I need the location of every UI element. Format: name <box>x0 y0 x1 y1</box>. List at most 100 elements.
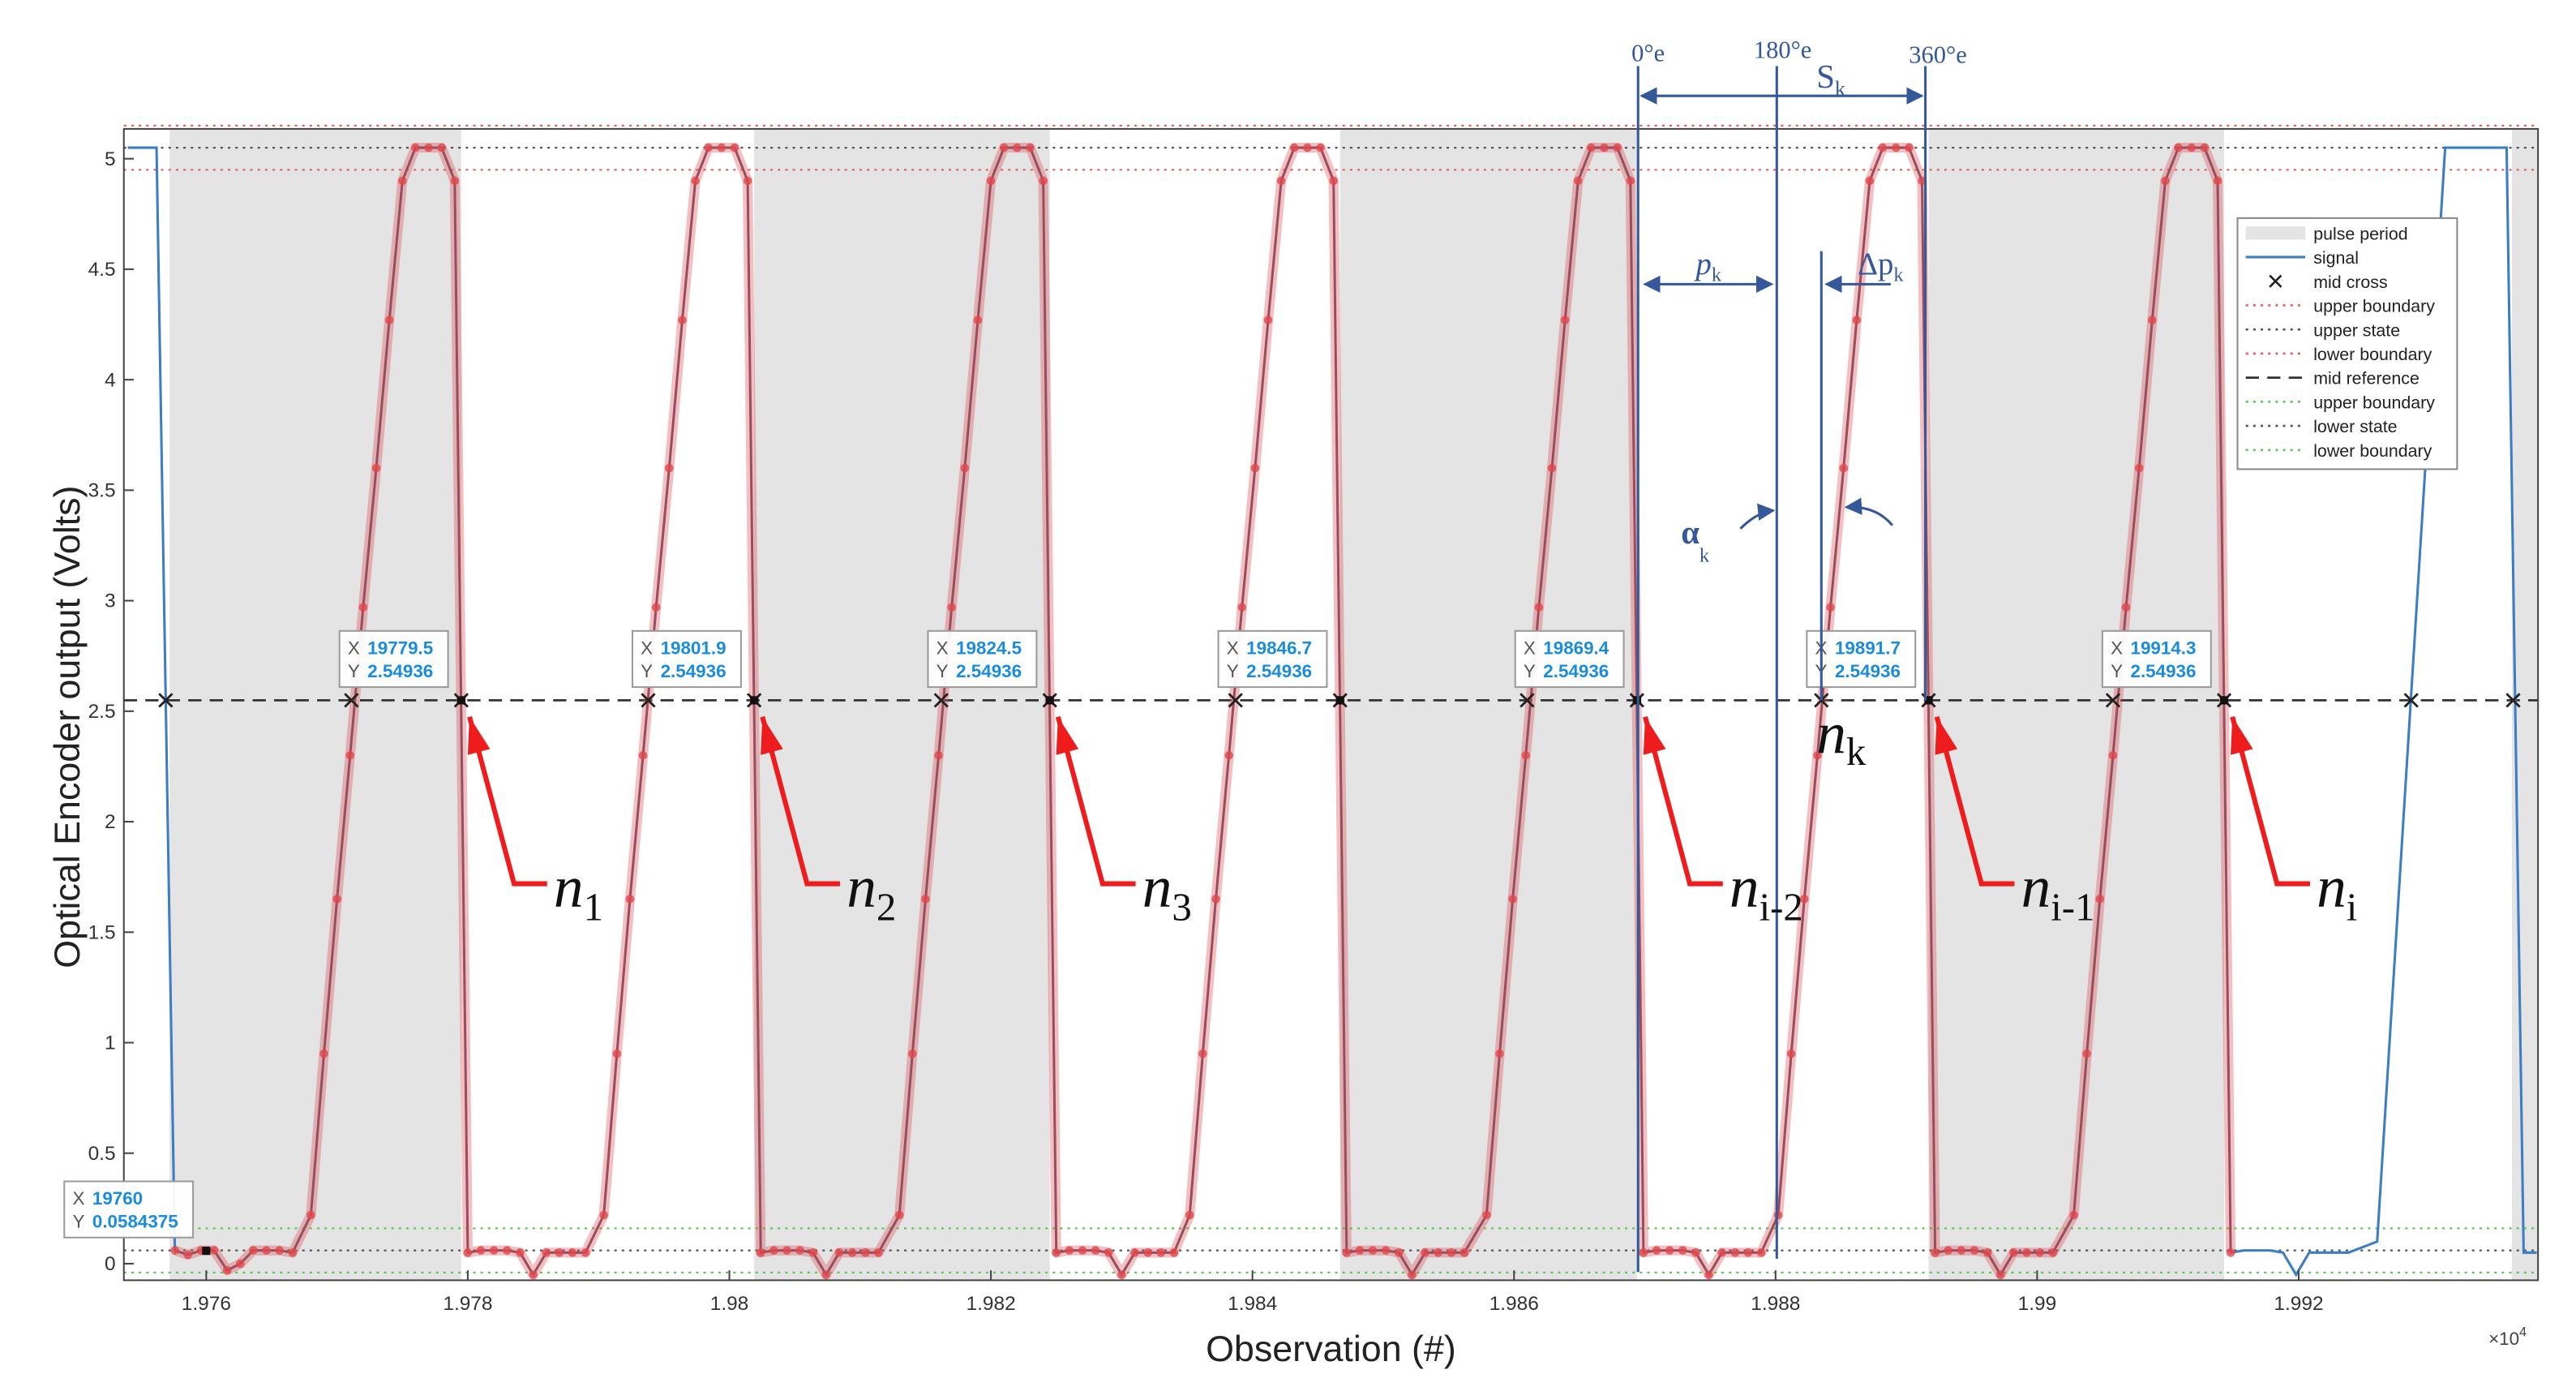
datatip-x-key: X <box>1524 638 1536 658</box>
crossing-label-base: n <box>2021 854 2051 920</box>
sample-point <box>1316 143 1325 152</box>
sample-point <box>2226 1248 2235 1257</box>
crossing-arrow <box>1934 715 2015 887</box>
crossing-label-base: n <box>1729 854 1759 920</box>
pk-label: pk <box>1694 247 1722 286</box>
datatip-x-value: 19801.9 <box>661 638 727 658</box>
sample-point <box>1198 1049 1207 1058</box>
sample-point <box>1982 1248 1992 1257</box>
sample-point <box>1169 1248 1179 1257</box>
sample-point <box>1355 1246 1365 1255</box>
sample-point <box>2213 176 2222 186</box>
sample-point <box>1826 603 1835 612</box>
alpha-arrow <box>1739 503 1776 530</box>
sample-point <box>358 603 368 612</box>
datatip-box <box>1514 629 1625 689</box>
datatip-y-value: 2.54936 <box>661 661 727 681</box>
datatip-box <box>631 629 742 689</box>
sk-label: Sk <box>1816 58 1846 101</box>
x-multiplier: ×104 <box>2488 1325 2527 1349</box>
sample-point <box>2035 1248 2044 1257</box>
axes-box <box>122 127 2540 1282</box>
y-tick-label: 5 <box>105 148 116 170</box>
sample-point <box>209 1246 219 1255</box>
sample-point <box>306 1210 315 1220</box>
mid-cross <box>158 693 174 708</box>
sample-point <box>516 1248 525 1257</box>
sample-point <box>2148 316 2157 324</box>
datatip-y-value: 2.54936 <box>1246 661 1312 681</box>
sample-point <box>371 463 381 473</box>
sample-point <box>1039 176 1048 186</box>
sample-point <box>625 895 635 904</box>
sample-point <box>782 1246 791 1255</box>
crossing-label-sub: 1 <box>584 884 603 929</box>
legend-label: pulse period <box>2313 224 2407 243</box>
y-tick-label: 3.5 <box>88 480 116 502</box>
sample-point <box>1408 1270 1417 1279</box>
legend-label: lower boundary <box>2313 441 2432 461</box>
sample-point <box>275 1246 284 1255</box>
crossing-arrow <box>1643 715 1723 887</box>
legend-label: signal <box>2313 248 2359 268</box>
datatip-y-key: Y <box>641 661 653 681</box>
sample-point <box>1482 1210 1491 1220</box>
y-tick-label: 4.5 <box>88 259 116 281</box>
datatip-point <box>2219 696 2229 705</box>
datatip-point <box>750 696 759 705</box>
angle-label: 360°e <box>1909 41 1967 68</box>
sample-point <box>249 1246 258 1255</box>
datatip-point <box>456 696 465 705</box>
sample-point <box>986 176 996 186</box>
sample-point <box>2022 1248 2031 1257</box>
mid-cross <box>933 693 949 708</box>
sample-point <box>1459 1248 1469 1257</box>
annotations <box>1636 66 1927 1273</box>
datatip-y-key: Y <box>348 661 360 681</box>
datatip-box <box>2101 629 2212 689</box>
sample-point <box>222 1265 232 1275</box>
sample-point <box>2082 1049 2092 1058</box>
datatip: X 19824.5 Y 2.54936 <box>927 629 1038 689</box>
y-tick-label: 4 <box>105 369 116 391</box>
crossing-label: n3 <box>1142 854 1192 929</box>
datatip-x-value: 19779.5 <box>367 638 433 658</box>
x-tick-label: 1.99 <box>2018 1293 2057 1315</box>
sample-point <box>678 316 687 324</box>
dpk-base: Δp <box>1858 247 1893 281</box>
sample-point <box>411 143 420 152</box>
sample-point <box>1495 1049 1504 1058</box>
crossing-label-base: n <box>2317 854 2347 920</box>
sample-point <box>2108 751 2118 760</box>
legend: pulse period signal mid cross upper boundar… <box>2236 217 2458 470</box>
datatip-box <box>1217 629 1328 689</box>
datatip-point <box>202 1246 211 1256</box>
sample-point <box>170 1246 179 1255</box>
y-tick-label: 0.5 <box>88 1143 116 1165</box>
sample-point <box>1104 1248 1113 1257</box>
sample-point <box>874 1248 883 1257</box>
plot-area: 1.976 1.978 1.98 1.982 1.984 1.986 1.988 1.99 1.… <box>63 124 2540 1315</box>
sample-point <box>973 316 983 324</box>
sample-point <box>2200 143 2210 152</box>
sample-point <box>1995 1270 2005 1279</box>
sample-point <box>1957 1246 1966 1255</box>
sample-point <box>1944 1246 1953 1255</box>
sample-point <box>1691 1248 1700 1257</box>
sample-point <box>999 143 1009 152</box>
sample-point <box>1078 1246 1087 1255</box>
sample-point <box>691 176 700 186</box>
datatip-box <box>927 629 1038 689</box>
sample-point <box>1970 1246 1979 1255</box>
datatip-x-key: X <box>937 638 949 658</box>
sample-point <box>1130 1248 1139 1257</box>
sample-point <box>730 143 739 152</box>
crossing-label: ni-2 <box>1729 854 1803 929</box>
x-tick-label: 1.98 <box>710 1293 749 1315</box>
crossing-arrowhead <box>2231 716 2253 755</box>
pk-base: p <box>1694 247 1712 281</box>
datatip-box <box>1806 629 1917 689</box>
crossing-label: ni <box>2317 854 2357 929</box>
sample-point <box>183 1250 193 1260</box>
sample-point <box>1704 1270 1713 1279</box>
